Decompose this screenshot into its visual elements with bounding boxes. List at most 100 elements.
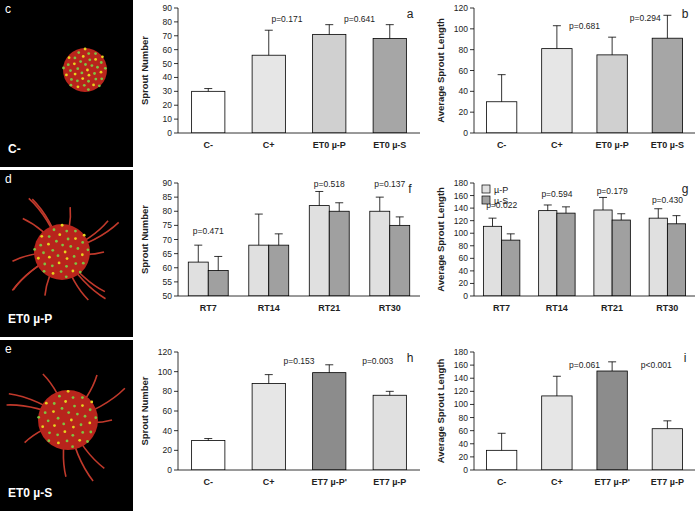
error-bar	[396, 217, 404, 225]
error-bar	[507, 234, 515, 240]
error-line	[556, 376, 557, 396]
y-tick	[470, 258, 474, 259]
y-tick	[174, 105, 178, 106]
error-line	[198, 245, 199, 262]
error-bar	[214, 256, 222, 270]
y-tick-label: 100	[454, 399, 468, 409]
error-line	[667, 421, 668, 429]
y-tick-label: 40	[163, 426, 173, 436]
bar	[313, 34, 346, 133]
y-tick-label: 60	[459, 426, 469, 436]
nucleus	[94, 416, 97, 419]
nucleus	[90, 401, 93, 404]
nucleus	[43, 270, 46, 273]
error-cap	[376, 197, 384, 198]
nucleus	[71, 270, 74, 273]
error-line	[208, 89, 209, 92]
error-line	[565, 207, 566, 213]
bars	[486, 362, 682, 470]
nucleus	[52, 410, 55, 413]
y-tick-label: 60	[163, 406, 173, 416]
error-line	[319, 191, 320, 205]
nucleus	[76, 413, 79, 416]
nucleus	[76, 247, 79, 250]
y-tick	[174, 430, 178, 431]
y-tick	[470, 470, 474, 471]
legend-label: µ-S	[494, 196, 508, 206]
nucleus	[70, 84, 73, 87]
nucleus	[65, 73, 68, 76]
bar	[557, 213, 575, 296]
y-tick-label: 20	[459, 452, 469, 462]
nucleus	[73, 255, 76, 258]
nucleus	[37, 257, 40, 260]
nucleus	[71, 434, 74, 437]
y-tick-label: 180	[454, 347, 468, 357]
nucleus	[80, 71, 83, 74]
error-line	[339, 203, 340, 211]
y-tick	[174, 267, 178, 268]
error-bar	[672, 216, 680, 224]
y-tick-label: 60	[163, 263, 173, 273]
y-tick-label: 20	[459, 278, 469, 288]
error-bar	[386, 391, 394, 395]
error-cap	[386, 391, 394, 392]
y-tick-label: 100	[158, 367, 172, 377]
y-tick	[174, 296, 178, 297]
nucleus	[88, 74, 91, 77]
bar	[313, 373, 346, 470]
y-tick-label: 75	[163, 220, 173, 230]
bar	[252, 383, 285, 470]
nucleus	[51, 264, 54, 267]
error-cap	[255, 214, 263, 215]
nucleus	[64, 251, 67, 254]
y-tick-label: 120	[454, 386, 468, 396]
y-tick-label: 50	[163, 291, 173, 301]
y-tick	[174, 211, 178, 212]
y-tick-label: 0	[167, 128, 172, 138]
x-tick-label: C+	[263, 477, 275, 487]
p-value: p<0.001	[641, 360, 672, 370]
nucleus	[69, 245, 72, 248]
x-tick-label: ET7 µ-P'	[594, 477, 629, 487]
micrograph: eET0 µ-S	[0, 340, 133, 511]
y-tick	[470, 270, 474, 271]
bar	[594, 210, 612, 296]
nucleus	[53, 402, 56, 405]
error-line	[612, 37, 613, 55]
bar	[597, 371, 627, 470]
legend-swatch	[482, 196, 490, 204]
panel-letter: d	[5, 172, 12, 186]
chart: 505560657075808590RT7RT14RT21RT30Sprout …	[139, 178, 420, 313]
panel-letter: i	[684, 351, 687, 365]
nucleus	[67, 411, 70, 414]
nucleus	[67, 63, 70, 66]
y-tick-label: 40	[163, 72, 173, 82]
error-bar	[325, 365, 333, 373]
nucleus	[47, 419, 50, 422]
nucleus	[100, 61, 103, 64]
y-tick	[174, 391, 178, 392]
error-cap	[325, 364, 333, 365]
p-value: p=0.061	[569, 360, 600, 370]
error-line	[258, 214, 259, 245]
nucleus	[88, 422, 91, 425]
y-tick	[174, 119, 178, 120]
nucleus	[48, 431, 51, 434]
legend-swatch	[482, 185, 490, 193]
chart: 020406080100120140160180RT7RT14RT21RT30A…	[435, 178, 695, 313]
error-cap	[214, 256, 222, 257]
y-axis	[474, 352, 475, 470]
error-cap	[553, 376, 561, 377]
error-bar	[599, 197, 607, 210]
bars	[486, 15, 682, 133]
error-bar	[315, 191, 323, 205]
y-tick	[470, 352, 474, 353]
bar	[249, 245, 269, 296]
y-tick-label: 0	[463, 465, 468, 475]
bar	[188, 262, 208, 296]
error-line	[329, 365, 330, 373]
error-bar	[204, 439, 212, 441]
nucleus	[42, 251, 45, 254]
bar	[597, 55, 627, 133]
